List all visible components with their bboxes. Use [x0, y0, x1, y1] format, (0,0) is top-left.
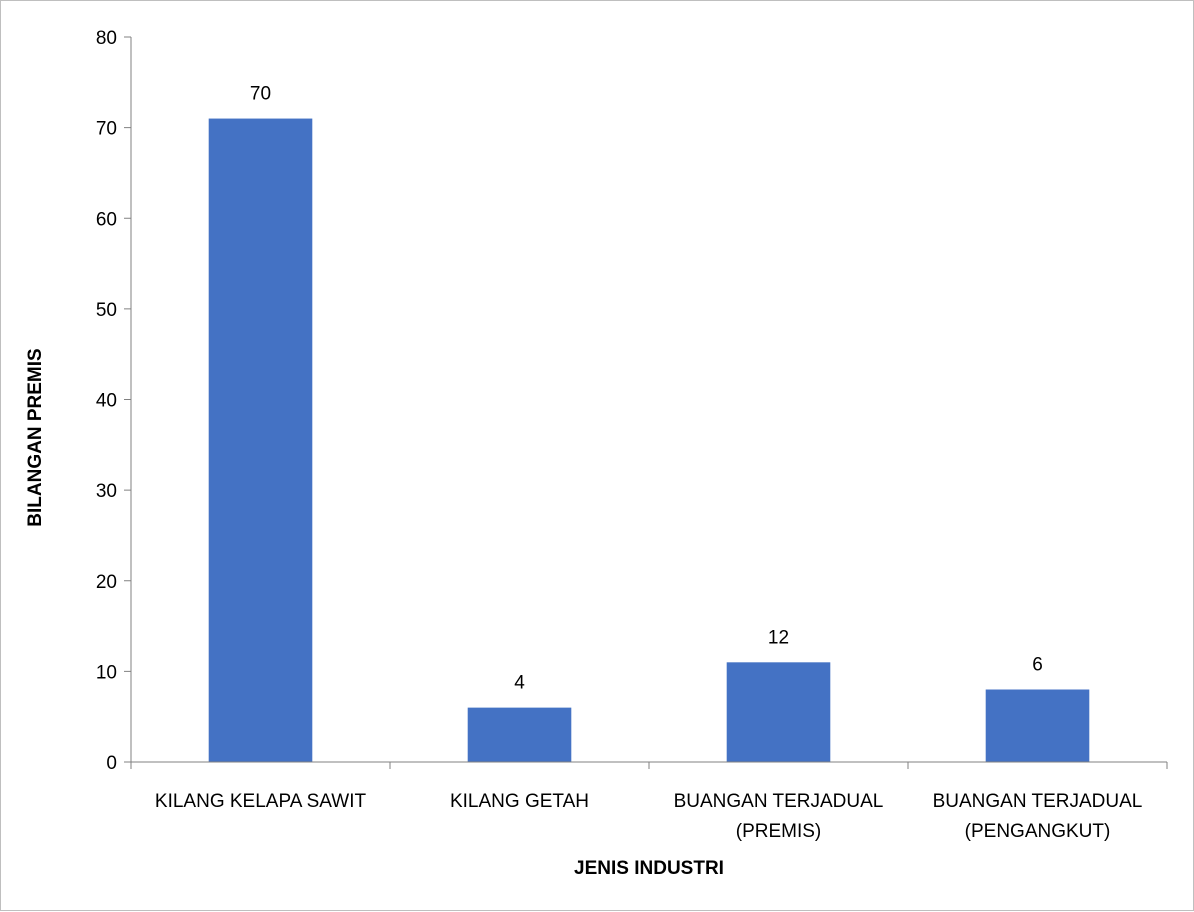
- x-category-label: (PREMIS): [736, 821, 822, 842]
- bars-layer: [208, 118, 1090, 762]
- y-tick-label: 20: [96, 572, 117, 593]
- bar: [467, 707, 572, 762]
- data-label: 12: [768, 627, 789, 648]
- data-label: 70: [250, 84, 271, 105]
- bar: [208, 118, 313, 762]
- x-category-label: (PENGANGKUT): [965, 821, 1111, 842]
- y-tick-label: 80: [96, 28, 117, 49]
- x-ticks: [130, 762, 1168, 769]
- y-tick-label: 40: [96, 391, 117, 412]
- bar: [726, 662, 831, 762]
- y-tick-label: 70: [96, 119, 117, 140]
- data-label: 4: [514, 673, 525, 694]
- category-labels: KILANG KELAPA SAWIT KILANG GETAH BUANGAN T…: [155, 791, 1142, 842]
- y-tick-label: 50: [96, 300, 117, 321]
- data-labels: 70 4 12 6: [250, 84, 1043, 694]
- y-tick-label: 30: [96, 481, 117, 502]
- y-tick-label: 10: [96, 662, 117, 683]
- y-tick-label: 60: [96, 209, 117, 230]
- bar: [985, 689, 1090, 762]
- y-ticks: 0 10 20 30 40 50 60 70 80: [96, 28, 131, 774]
- x-category-label: BUANGAN TERJADUAL: [933, 791, 1143, 812]
- x-category-label: KILANG KELAPA SAWIT: [155, 791, 367, 812]
- y-tick-label: 0: [106, 753, 117, 774]
- x-category-label: BUANGAN TERJADUAL: [674, 791, 884, 812]
- x-category-label: KILANG GETAH: [450, 791, 589, 812]
- y-axis-title: BILANGAN PREMIS: [25, 348, 46, 526]
- data-label: 6: [1032, 655, 1043, 676]
- x-axis-title: JENIS INDUSTRI: [574, 858, 724, 879]
